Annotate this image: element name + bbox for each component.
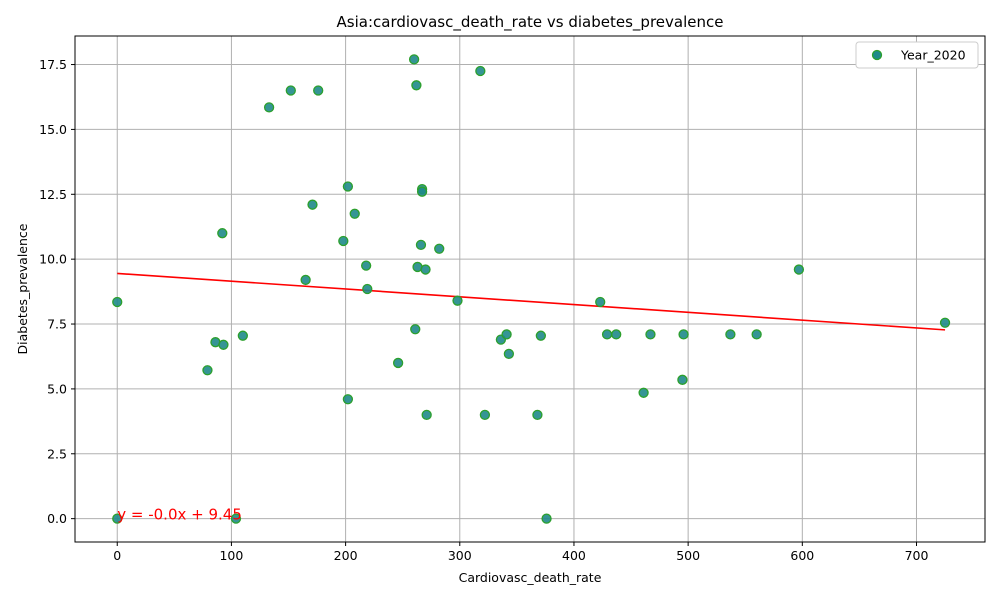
x-tick-label: 100 bbox=[219, 548, 243, 563]
data-point bbox=[410, 324, 421, 335]
points-layer bbox=[112, 54, 951, 524]
y-tick-label: 5.0 bbox=[47, 381, 67, 396]
legend-frame bbox=[855, 41, 979, 69]
x-tick-label: 200 bbox=[334, 548, 358, 563]
data-point bbox=[217, 228, 228, 239]
data-point bbox=[479, 409, 491, 421]
data-point bbox=[793, 264, 805, 275]
data-point bbox=[300, 274, 311, 286]
x-tick-label: 600 bbox=[790, 548, 814, 563]
y-tick-label: 2.5 bbox=[47, 446, 67, 461]
data-point bbox=[420, 264, 431, 275]
data-point bbox=[725, 329, 736, 340]
legend-marker bbox=[871, 49, 883, 61]
regression-line bbox=[117, 272, 946, 331]
data-point bbox=[677, 374, 688, 385]
y-tick-label: 15.0 bbox=[39, 122, 67, 137]
data-point bbox=[202, 365, 213, 376]
x-tick-label: 500 bbox=[676, 548, 700, 563]
x-axis-label: Cardiovasc_death_rate bbox=[459, 570, 602, 585]
data-point bbox=[939, 317, 951, 328]
data-point bbox=[532, 409, 543, 421]
y-tick-label: 7.5 bbox=[47, 317, 67, 332]
data-point bbox=[342, 394, 354, 405]
ticks-layer: 0 100 200 300 400 500 600 700 0.0 2.5 5.0 7.5 10.0 12… bbox=[39, 57, 928, 563]
data-point bbox=[452, 295, 463, 306]
data-point bbox=[392, 357, 404, 369]
chart-title: Asia:cardiovasc_death_rate vs diabetes_p… bbox=[337, 13, 724, 32]
data-point bbox=[361, 260, 372, 271]
plot-area-frame bbox=[74, 35, 986, 543]
data-point bbox=[218, 339, 229, 350]
y-tick-label: 0.0 bbox=[47, 511, 67, 526]
data-point bbox=[313, 85, 324, 96]
data-point bbox=[416, 186, 428, 197]
y-axis-label: Diabetes_prevalence bbox=[15, 223, 30, 354]
legend-label: Year_2020 bbox=[900, 48, 966, 63]
regression-layer bbox=[117, 272, 946, 331]
data-point bbox=[501, 329, 512, 340]
data-point bbox=[342, 181, 354, 192]
data-point bbox=[349, 208, 360, 219]
x-tick-label: 0 bbox=[113, 548, 121, 563]
data-point bbox=[230, 513, 242, 524]
x-tick-label: 300 bbox=[448, 548, 472, 563]
data-point bbox=[307, 199, 318, 210]
data-point bbox=[112, 513, 123, 524]
data-point bbox=[678, 329, 689, 340]
data-point bbox=[541, 513, 552, 524]
data-point bbox=[503, 348, 515, 360]
data-point bbox=[751, 329, 762, 340]
data-point bbox=[362, 283, 373, 295]
data-point bbox=[601, 329, 613, 340]
x-tick-label: 400 bbox=[562, 548, 586, 563]
data-point bbox=[421, 409, 432, 421]
data-point bbox=[595, 296, 606, 308]
data-point bbox=[638, 387, 649, 398]
y-tick-label: 10.0 bbox=[39, 252, 67, 267]
data-point bbox=[285, 85, 296, 96]
data-point bbox=[237, 330, 248, 341]
data-point bbox=[411, 80, 422, 91]
data-point bbox=[408, 54, 420, 65]
data-point bbox=[611, 329, 622, 340]
grid-layer bbox=[75, 36, 985, 542]
y-tick-label: 12.5 bbox=[39, 187, 67, 202]
y-tick-label: 17.5 bbox=[39, 57, 67, 72]
x-tick-label: 700 bbox=[905, 548, 929, 563]
data-point bbox=[475, 65, 486, 77]
regression-equation-label: y = -0.0x + 9.45 bbox=[117, 506, 242, 524]
data-point bbox=[338, 235, 349, 247]
data-point bbox=[645, 329, 656, 340]
data-point bbox=[415, 239, 427, 251]
legend: Year_2020 bbox=[855, 41, 979, 69]
data-point bbox=[263, 102, 275, 113]
data-point bbox=[535, 330, 546, 341]
data-point bbox=[434, 243, 445, 254]
data-point bbox=[112, 296, 123, 308]
